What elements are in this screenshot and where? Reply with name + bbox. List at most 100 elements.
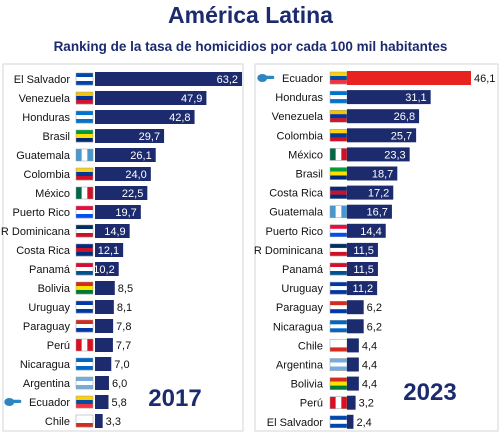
flag-r-dominicana-icon [329, 243, 348, 257]
category-label: Costa Rica [269, 188, 324, 200]
bar [347, 223, 386, 238]
bar [95, 129, 165, 143]
bar-row: Brasil 29,7 [42, 129, 165, 143]
bar-row: Ecuador 5,8 [4, 395, 127, 409]
bar [347, 185, 394, 200]
category-label: Nicaragua [273, 321, 324, 333]
bar-row: Guatemala 26,1 [16, 148, 156, 162]
flag-brasil-icon [329, 167, 348, 180]
panel-2017: El Salvador 63,2 Venezuela 47,9 Honduras 42,8… [1, 72, 242, 428]
category-label: Brasil [295, 169, 323, 181]
bar-row: Uruguay 8,1 [28, 300, 132, 314]
flag-bolivia-icon [329, 377, 348, 390]
flag-costa-rica-icon [75, 243, 94, 257]
category-label: Perú [300, 398, 323, 410]
category-label: Chile [45, 416, 70, 428]
value-label: 4,4 [362, 340, 377, 352]
value-label: 29,7 [139, 131, 160, 143]
bar [347, 90, 431, 105]
pointing-hand-icon [257, 74, 275, 82]
bar [347, 319, 364, 334]
flag-uruguay-icon [75, 300, 94, 314]
category-label: Ecuador [282, 73, 323, 85]
bar [347, 357, 359, 372]
bar-row: R Dominicana 14,9 [1, 224, 130, 238]
category-label: México [35, 188, 70, 200]
bar [95, 167, 151, 181]
bar-row: Costa Rica 17,2 [269, 185, 394, 200]
bar [95, 319, 114, 333]
category-label: Ecuador [29, 397, 70, 409]
bar-row: Puerto Rico 19,7 [13, 205, 141, 219]
value-label: 42,8 [169, 112, 190, 124]
category-label: Argentina [23, 378, 71, 390]
value-label: 11,5 [353, 245, 374, 257]
value-label: 63,2 [217, 74, 238, 86]
bar [347, 166, 398, 181]
bar [95, 91, 207, 105]
bar [95, 281, 115, 295]
category-label: Guatemala [16, 150, 71, 162]
bar [347, 281, 378, 296]
value-label: 10,2 [93, 264, 114, 276]
flag-puerto-rico-icon [329, 224, 348, 238]
category-label: R Dominicana [254, 245, 324, 257]
category-label: México [288, 149, 323, 161]
flag-ecuador-icon [329, 71, 348, 85]
bar-row: Costa Rica 12,1 [16, 243, 124, 257]
bar-row: Paraguay 6,2 [276, 300, 382, 315]
value-label: 6,0 [112, 378, 127, 390]
category-label: Bolivia [38, 283, 71, 295]
bar-row: El Salvador 2,4 [267, 414, 372, 429]
value-label: 23,3 [384, 149, 405, 161]
bar [347, 414, 354, 429]
bar-row: Puerto Rico 14,4 [266, 223, 386, 238]
value-label: 22,5 [122, 188, 143, 200]
bar [347, 204, 392, 219]
value-label: 14,9 [104, 226, 125, 238]
bar [95, 205, 141, 219]
value-label: 8,5 [118, 283, 133, 295]
bar-row: México 23,3 [288, 147, 410, 162]
category-label: Paraguay [276, 302, 324, 314]
flag-r-dominicana-icon [75, 224, 94, 238]
flag-chile-icon [329, 339, 348, 352]
bar [347, 338, 359, 353]
bar [347, 242, 378, 257]
value-label: 6,2 [367, 321, 382, 333]
bar-row: Honduras 42,8 [22, 110, 195, 124]
value-label: 11,2 [353, 283, 374, 295]
category-label: Uruguay [28, 302, 70, 314]
bar [95, 262, 119, 276]
bar [95, 376, 109, 390]
value-label: 47,9 [181, 93, 202, 105]
category-label: Puerto Rico [266, 226, 323, 238]
bar [95, 186, 148, 200]
value-label: 7,0 [114, 359, 129, 371]
value-label: 25,7 [391, 130, 412, 142]
category-label: Puerto Rico [13, 207, 70, 219]
value-label: 17,2 [368, 188, 389, 200]
bar [347, 395, 356, 410]
bar-row: Colombia 24,0 [24, 167, 151, 181]
category-label: Bolivia [291, 379, 324, 391]
value-label: 46,1 [474, 73, 495, 85]
category-label: Uruguay [281, 283, 323, 295]
bar-row: Nicaragua 6,2 [273, 319, 382, 334]
flag-guatemala-icon [75, 148, 94, 162]
flag-honduras-icon [75, 110, 94, 124]
bar [95, 357, 112, 371]
bar [347, 109, 420, 124]
value-label: 12,1 [98, 245, 119, 257]
bar-row: Perú 7,7 [47, 338, 131, 352]
bar-row: Honduras 31,1 [275, 90, 431, 105]
bar [347, 128, 417, 143]
bar-row: Perú 3,2 [300, 395, 374, 410]
flag-panama-icon [329, 262, 348, 276]
flag-ecuador-icon [75, 395, 94, 409]
flag-nicaragua-icon [329, 320, 348, 333]
category-label: Paraguay [23, 321, 71, 333]
flag-chile-icon [75, 414, 94, 428]
bar [95, 148, 156, 162]
